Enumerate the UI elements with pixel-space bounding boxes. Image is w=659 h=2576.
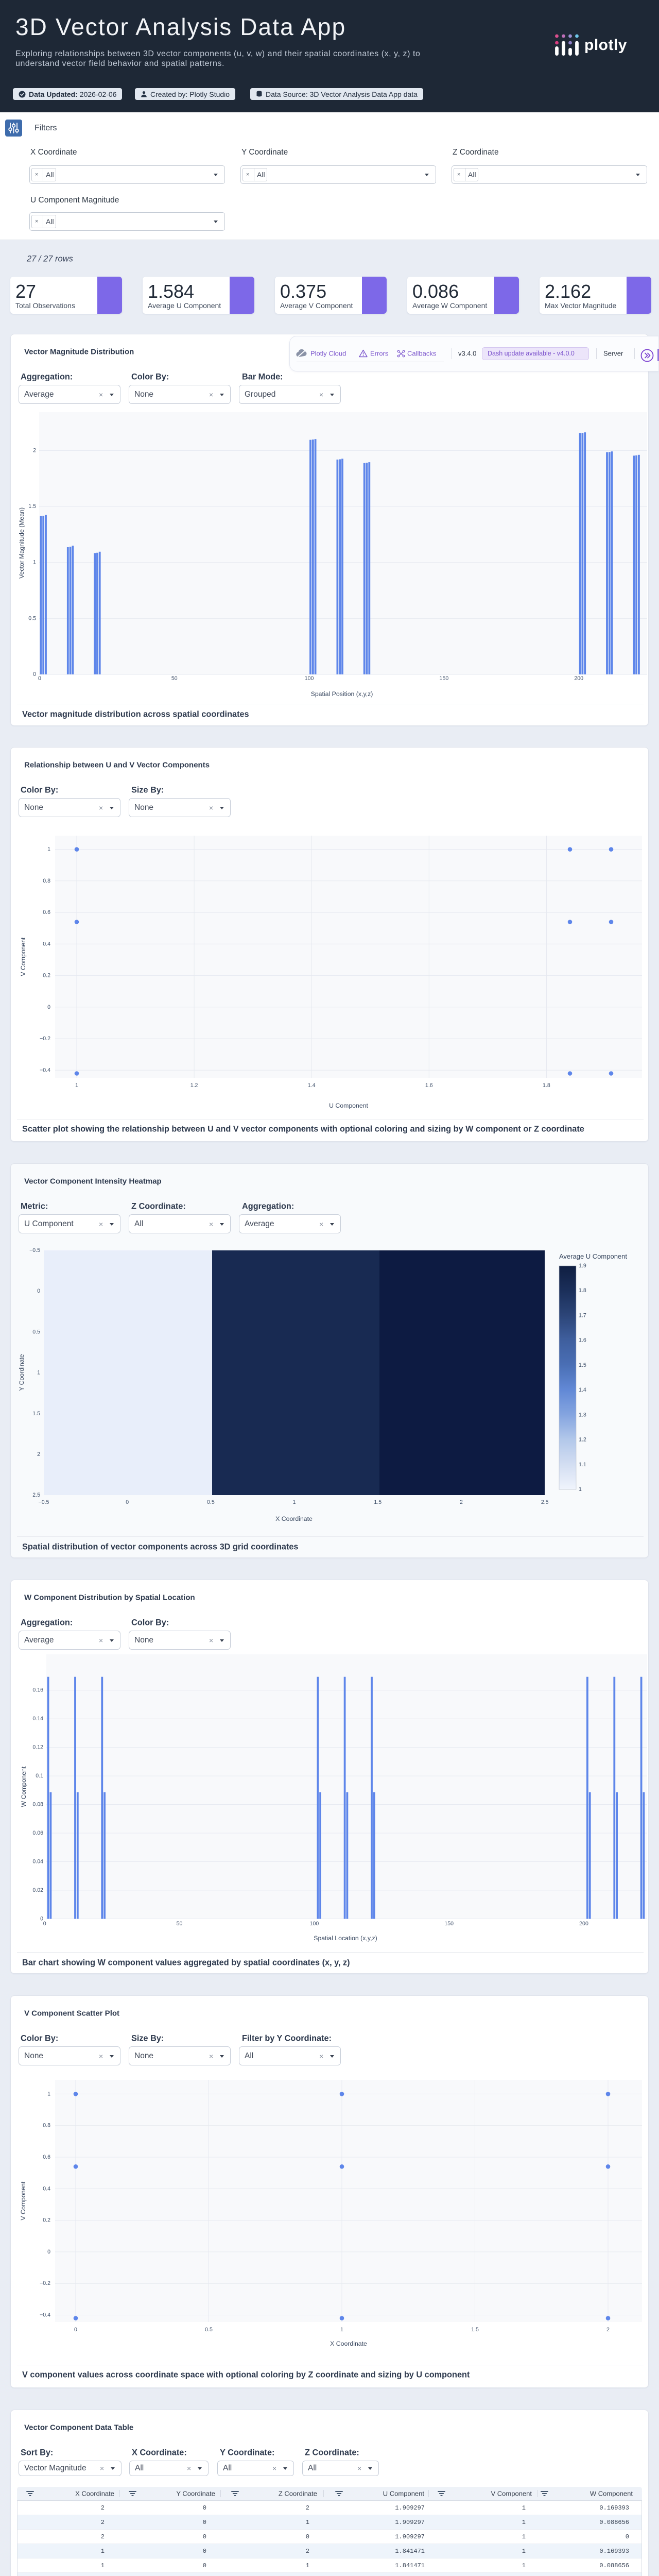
svg-text:0: 0 xyxy=(33,671,36,677)
svg-text:1.8: 1.8 xyxy=(579,1287,586,1294)
svg-text:1.5: 1.5 xyxy=(579,1362,586,1368)
svg-text:0.6: 0.6 xyxy=(43,2154,50,2160)
svg-text:0.5: 0.5 xyxy=(32,1329,40,1335)
svg-text:0.1: 0.1 xyxy=(36,1773,43,1779)
svg-text:2: 2 xyxy=(460,1499,463,1505)
svg-text:1: 1 xyxy=(47,846,50,853)
svg-text:0.02: 0.02 xyxy=(32,1887,43,1893)
svg-text:X Coordinate: X Coordinate xyxy=(330,2340,367,2347)
svg-text:1: 1 xyxy=(579,1486,582,1493)
svg-text:−0.2: −0.2 xyxy=(40,1036,50,1042)
svg-text:1: 1 xyxy=(75,1082,78,1089)
svg-text:1: 1 xyxy=(33,560,36,566)
svg-text:0: 0 xyxy=(43,1921,46,1927)
svg-text:0: 0 xyxy=(38,675,41,682)
svg-text:50: 50 xyxy=(177,1921,183,1927)
svg-text:Vector Magnitude (Mean): Vector Magnitude (Mean) xyxy=(18,507,25,579)
svg-text:1.7: 1.7 xyxy=(579,1313,586,1319)
svg-text:−0.4: −0.4 xyxy=(40,2312,50,2318)
svg-text:0.08: 0.08 xyxy=(32,1802,43,1808)
svg-text:0.5: 0.5 xyxy=(205,2327,213,2333)
svg-text:0.8: 0.8 xyxy=(43,2123,50,2129)
svg-text:150: 150 xyxy=(444,1921,454,1927)
svg-text:0: 0 xyxy=(40,1916,43,1922)
svg-text:0.5: 0.5 xyxy=(207,1499,215,1505)
svg-text:1.4: 1.4 xyxy=(579,1387,586,1393)
svg-text:1.5: 1.5 xyxy=(28,503,36,510)
svg-text:0: 0 xyxy=(74,2327,77,2333)
svg-text:−0.5: −0.5 xyxy=(39,1499,49,1505)
svg-text:Average U Component: Average U Component xyxy=(559,1252,627,1260)
svg-text:1.8: 1.8 xyxy=(543,1082,550,1089)
svg-text:150: 150 xyxy=(440,675,449,682)
svg-text:U Component: U Component xyxy=(329,1102,368,1109)
svg-text:1: 1 xyxy=(340,2327,343,2333)
svg-text:0.2: 0.2 xyxy=(43,973,50,979)
svg-text:1.5: 1.5 xyxy=(471,2327,479,2333)
svg-text:0: 0 xyxy=(126,1499,129,1505)
svg-text:0.06: 0.06 xyxy=(32,1830,43,1836)
svg-text:Spatial Position (x,y,z): Spatial Position (x,y,z) xyxy=(311,690,373,698)
svg-text:1.6: 1.6 xyxy=(579,1337,586,1344)
svg-text:0.4: 0.4 xyxy=(43,941,50,947)
svg-text:V Component: V Component xyxy=(20,937,27,976)
svg-text:2.5: 2.5 xyxy=(541,1499,549,1505)
svg-text:1.3: 1.3 xyxy=(579,1412,586,1418)
svg-text:0.2: 0.2 xyxy=(43,2217,50,2224)
svg-text:0: 0 xyxy=(47,2249,50,2255)
svg-text:0: 0 xyxy=(47,1004,50,1010)
svg-text:1: 1 xyxy=(47,2091,50,2097)
svg-text:200: 200 xyxy=(579,1921,588,1927)
svg-text:1: 1 xyxy=(37,1370,40,1376)
svg-text:1: 1 xyxy=(293,1499,296,1505)
svg-text:1.6: 1.6 xyxy=(425,1082,433,1089)
svg-text:0.4: 0.4 xyxy=(43,2185,50,2192)
svg-text:1.2: 1.2 xyxy=(579,1437,586,1443)
svg-text:2: 2 xyxy=(37,1451,40,1458)
svg-text:0.8: 0.8 xyxy=(43,878,50,884)
svg-text:100: 100 xyxy=(305,675,314,682)
svg-text:200: 200 xyxy=(574,675,583,682)
svg-text:0: 0 xyxy=(37,1288,40,1294)
svg-text:1.9: 1.9 xyxy=(579,1263,586,1269)
svg-text:2: 2 xyxy=(33,447,36,453)
svg-text:0.16: 0.16 xyxy=(32,1687,43,1693)
svg-text:0.6: 0.6 xyxy=(43,909,50,916)
svg-text:2.5: 2.5 xyxy=(32,1492,40,1498)
svg-text:0.14: 0.14 xyxy=(32,1716,43,1722)
svg-text:1.5: 1.5 xyxy=(374,1499,381,1505)
svg-text:−0.5: −0.5 xyxy=(29,1247,40,1253)
svg-text:0.04: 0.04 xyxy=(32,1859,43,1865)
svg-text:W Component: W Component xyxy=(20,1766,27,1807)
svg-text:0.5: 0.5 xyxy=(28,615,36,621)
svg-text:Spatial Location (x,y,z): Spatial Location (x,y,z) xyxy=(314,1935,377,1942)
svg-text:1.5: 1.5 xyxy=(32,1411,40,1417)
svg-text:plotly: plotly xyxy=(584,37,627,54)
svg-text:V Component: V Component xyxy=(20,2181,27,2221)
svg-text:2: 2 xyxy=(606,2327,610,2333)
svg-text:1.4: 1.4 xyxy=(308,1082,316,1089)
svg-text:1.2: 1.2 xyxy=(190,1082,198,1089)
svg-text:0.12: 0.12 xyxy=(32,1744,43,1751)
svg-text:50: 50 xyxy=(171,675,178,682)
svg-text:Y Coordinate: Y Coordinate xyxy=(18,1354,25,1391)
svg-text:X Coordinate: X Coordinate xyxy=(275,1515,313,1522)
svg-text:1.1: 1.1 xyxy=(579,1462,586,1468)
svg-text:100: 100 xyxy=(310,1921,319,1927)
svg-text:−0.4: −0.4 xyxy=(40,1067,50,1073)
svg-text:−0.2: −0.2 xyxy=(40,2280,50,2286)
